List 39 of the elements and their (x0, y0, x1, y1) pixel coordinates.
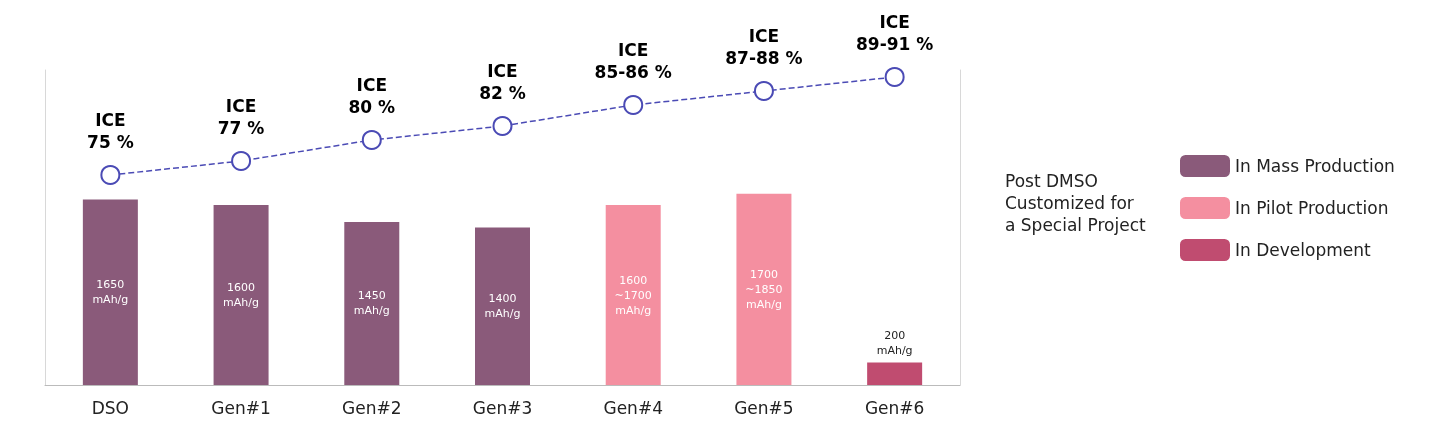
data-label: ICE 77 % (217, 96, 265, 138)
bar (213, 205, 269, 385)
x-tick-label: Gen#6 (864, 397, 925, 418)
data-label: 1600 mAh/g (223, 281, 260, 309)
data-label: ICE 89-91 % (855, 12, 934, 54)
text: Post DMSO Customized for a Special Project (1005, 171, 1146, 235)
x-tick-label: DSO (91, 397, 129, 418)
x-tick-label: Gen#1 (211, 397, 271, 418)
data-label: ICE 85-86 % (594, 40, 672, 82)
bar (82, 199, 138, 385)
x-tick-label: Gen#3 (472, 397, 533, 418)
bar (344, 221, 400, 385)
bar (475, 227, 530, 385)
point (231, 151, 252, 171)
legend-label: In Development (1235, 240, 1371, 260)
data-label: 1600 ~1700 mAh/g (614, 273, 652, 317)
bar (736, 193, 792, 385)
x-tick-label: Gen#4 (603, 397, 663, 418)
data-label: 1400 mAh/g (484, 292, 521, 321)
point (884, 67, 905, 87)
point (492, 116, 513, 136)
data-label: ICE 87-88 % (725, 26, 803, 68)
point (623, 95, 644, 115)
data-label: ICE 80 % (348, 75, 396, 117)
point (361, 130, 382, 150)
data-label: 1700 ~1850 mAh/g (745, 267, 783, 311)
bar (605, 205, 661, 385)
data-label: 1650 mAh/g (92, 278, 129, 307)
data-label: ICE 82 % (479, 61, 526, 103)
data-label: ICE 75 % (87, 110, 134, 152)
legend-label: In Pilot Production (1235, 198, 1389, 218)
legend-label: In Mass Production (1235, 156, 1395, 176)
x-tick-label: Gen#2 (342, 397, 402, 418)
point (100, 165, 121, 185)
data-label: 1450 mAh/g (353, 289, 390, 318)
x-tick-label: Gen#5 (734, 397, 794, 418)
point (753, 81, 774, 101)
data-label: 200 mAh/g (876, 328, 913, 357)
bar (867, 362, 923, 385)
